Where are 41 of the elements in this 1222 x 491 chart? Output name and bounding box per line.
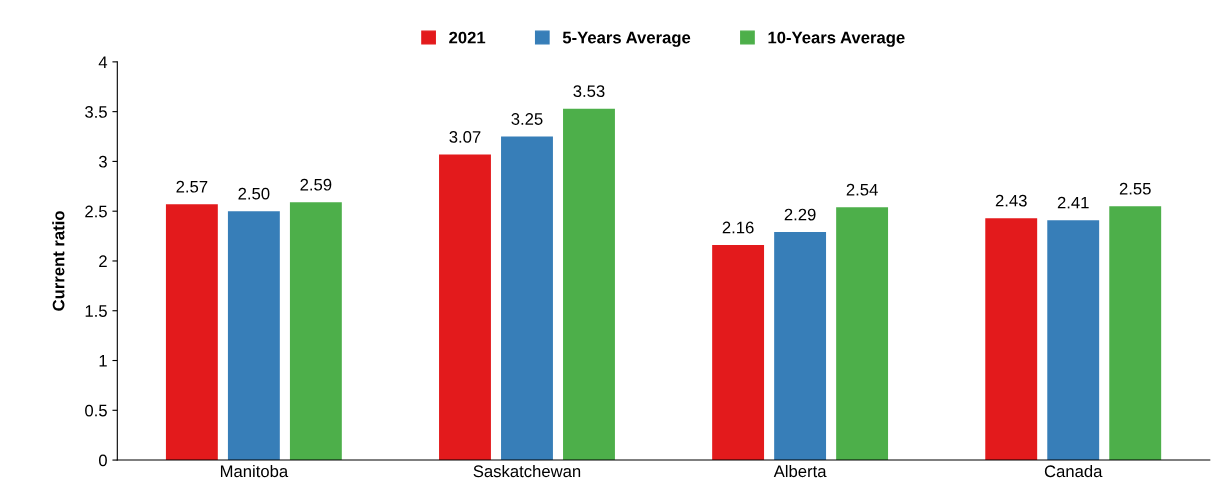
y-axis-title: Current ratio [52, 211, 65, 311]
data-label: 2.54 [846, 183, 878, 196]
y-tick-label: 0.5 [85, 404, 107, 417]
data-label: 2.55 [1119, 182, 1151, 195]
data-label: 2.50 [238, 187, 270, 200]
data-label: 2.43 [995, 194, 1027, 207]
bar [227, 211, 280, 461]
data-label: 3.53 [573, 85, 605, 98]
bar [1109, 206, 1162, 461]
bar [439, 154, 491, 461]
bar [774, 232, 827, 461]
data-label: 3.07 [449, 131, 481, 143]
bar [501, 136, 553, 461]
data-label: 2.57 [176, 180, 208, 193]
x-tick-label: Manitoba [220, 464, 289, 478]
bar [836, 207, 889, 461]
legend-label: 10-Years Average [768, 31, 905, 47]
y-tick-label: 1 [99, 355, 107, 367]
data-label: 3.25 [511, 113, 543, 125]
y-tick-label: 3 [98, 155, 107, 168]
y-tick-label: 2 [99, 255, 107, 268]
bar [712, 245, 765, 461]
x-tick-label: Canada [1044, 464, 1103, 478]
data-label: 2.59 [300, 178, 332, 191]
bar [985, 218, 1038, 461]
y-tick-label: 2.5 [85, 205, 107, 218]
y-tick-label: 0 [98, 454, 107, 467]
legend-label: 2021 [449, 31, 486, 44]
x-tick-label: Alberta [773, 464, 827, 478]
data-label: 2.16 [722, 221, 754, 234]
legend-label: 5-Years Average [562, 31, 691, 47]
y-tick-label: 1.5 [85, 305, 107, 317]
data-label: 2.29 [784, 208, 816, 221]
y-tick-label: 3.5 [85, 106, 107, 118]
y-tick-label: 4 [98, 56, 108, 68]
bar [289, 202, 342, 461]
data-label: 2.41 [1057, 196, 1089, 209]
bar [1047, 220, 1100, 461]
bar [563, 108, 615, 461]
bar [165, 204, 218, 461]
x-tick-label: Saskatchewan [473, 464, 581, 478]
